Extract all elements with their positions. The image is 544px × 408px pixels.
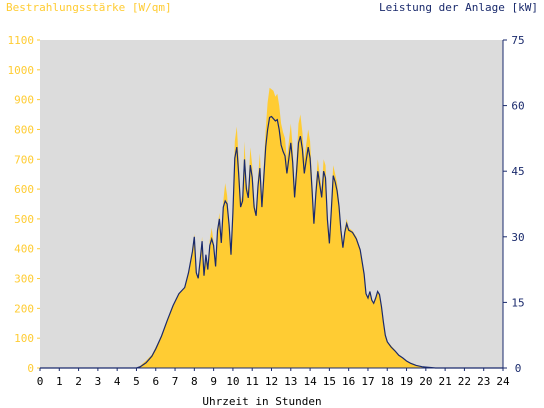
x-tick-label: 13 [284,375,297,388]
x-tick-label: 2 [75,375,82,388]
x-tick-label: 3 [95,375,102,388]
x-tick-label: 12 [265,375,278,388]
series-layer [40,87,503,369]
y-right-tick-label: 0 [515,362,522,375]
y-left-tick-label: 800 [14,123,34,136]
y-left-tick-label: 1000 [8,64,35,77]
x-tick-label: 9 [210,375,217,388]
y-left-tick-label: 400 [14,243,34,256]
y-left-tick-label: 0 [27,362,34,375]
y-left-tick-label: 200 [14,302,34,315]
x-tick-label: 4 [114,375,121,388]
y-right-tick-label: 15 [511,296,524,309]
right-axis-title: Leistung der Anlage [kW] [379,1,538,14]
y-right-tick-label: 30 [511,231,524,244]
x-tick-label: 10 [226,375,239,388]
x-tick-label: 18 [381,375,394,388]
y-left-tick-label: 500 [14,213,34,226]
power-line [40,115,503,369]
x-tick-label: 23 [477,375,490,388]
y-left-tick-label: 700 [14,153,34,166]
x-tick-label: 16 [342,375,355,388]
x-tick-label: 22 [458,375,471,388]
y-left-tick-label: 1100 [8,34,35,47]
x-tick-label: 21 [439,375,452,388]
x-tick-label: 5 [133,375,140,388]
y-left-tick-label: 900 [14,94,34,107]
irradiance-area [40,87,503,368]
y-right-tick-label: 45 [511,165,524,178]
x-tick-label: 11 [246,375,259,388]
x-tick-label: 8 [191,375,198,388]
y-left-tick-label: 300 [14,273,34,286]
x-tick-label: 20 [419,375,432,388]
y-right-tick-label: 60 [511,100,524,113]
ticks-layer: 0100200300400500600700800900100011000153… [8,34,525,388]
x-tick-label: 6 [152,375,159,388]
x-tick-label: 7 [172,375,179,388]
x-tick-label: 15 [323,375,336,388]
x-tick-label: 1 [56,375,63,388]
y-left-tick-label: 600 [14,183,34,196]
x-tick-label: 19 [400,375,413,388]
left-axis-title: Bestrahlungsstärke [W/qm] [6,1,172,14]
x-tick-label: 17 [361,375,374,388]
y-right-tick-label: 75 [511,34,524,47]
x-axis-title: Uhrzeit in Stunden [202,395,321,408]
y-left-tick-label: 100 [14,332,34,345]
x-tick-label: 14 [303,375,317,388]
x-tick-label: 0 [37,375,44,388]
x-tick-label: 24 [496,375,510,388]
